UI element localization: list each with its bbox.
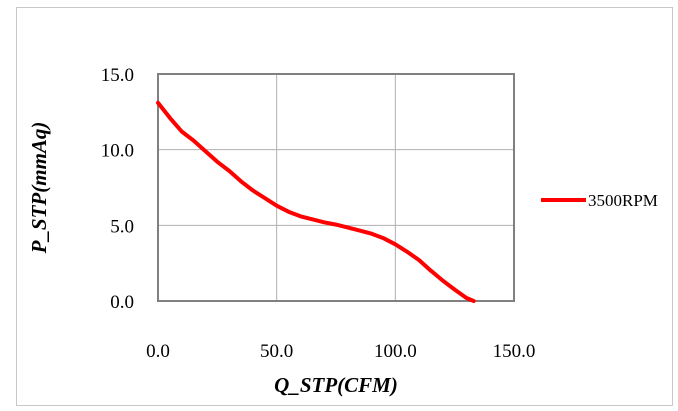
x-tick-label: 0.0: [146, 341, 170, 362]
y-tick-label: 10.0: [101, 141, 134, 162]
series-layer: [156, 100, 476, 303]
x-tick-label: 150.0: [493, 341, 536, 362]
x-axis-title: Q_STP(CFM): [274, 373, 398, 397]
legend: 3500RPM: [541, 191, 658, 210]
x-tick-label: 50.0: [260, 341, 293, 362]
y-tick-label: 5.0: [110, 216, 134, 237]
y-tick-label: 0.0: [110, 292, 134, 313]
figure-border: [16, 7, 673, 406]
tick-labels: 0.0 50.0 100.0 150.0 0.0 5.0 10.0 15.0: [101, 65, 536, 362]
legend-label-3500rpm: 3500RPM: [588, 191, 658, 210]
y-axis-title: P_STP(mmAq): [27, 122, 51, 255]
plot-area: [157, 73, 515, 302]
series-line-3500rpm: [156, 100, 476, 303]
y-tick-label: 15.0: [101, 65, 134, 86]
grid-lines: [158, 74, 514, 301]
x-tick-label: 100.0: [374, 341, 417, 362]
